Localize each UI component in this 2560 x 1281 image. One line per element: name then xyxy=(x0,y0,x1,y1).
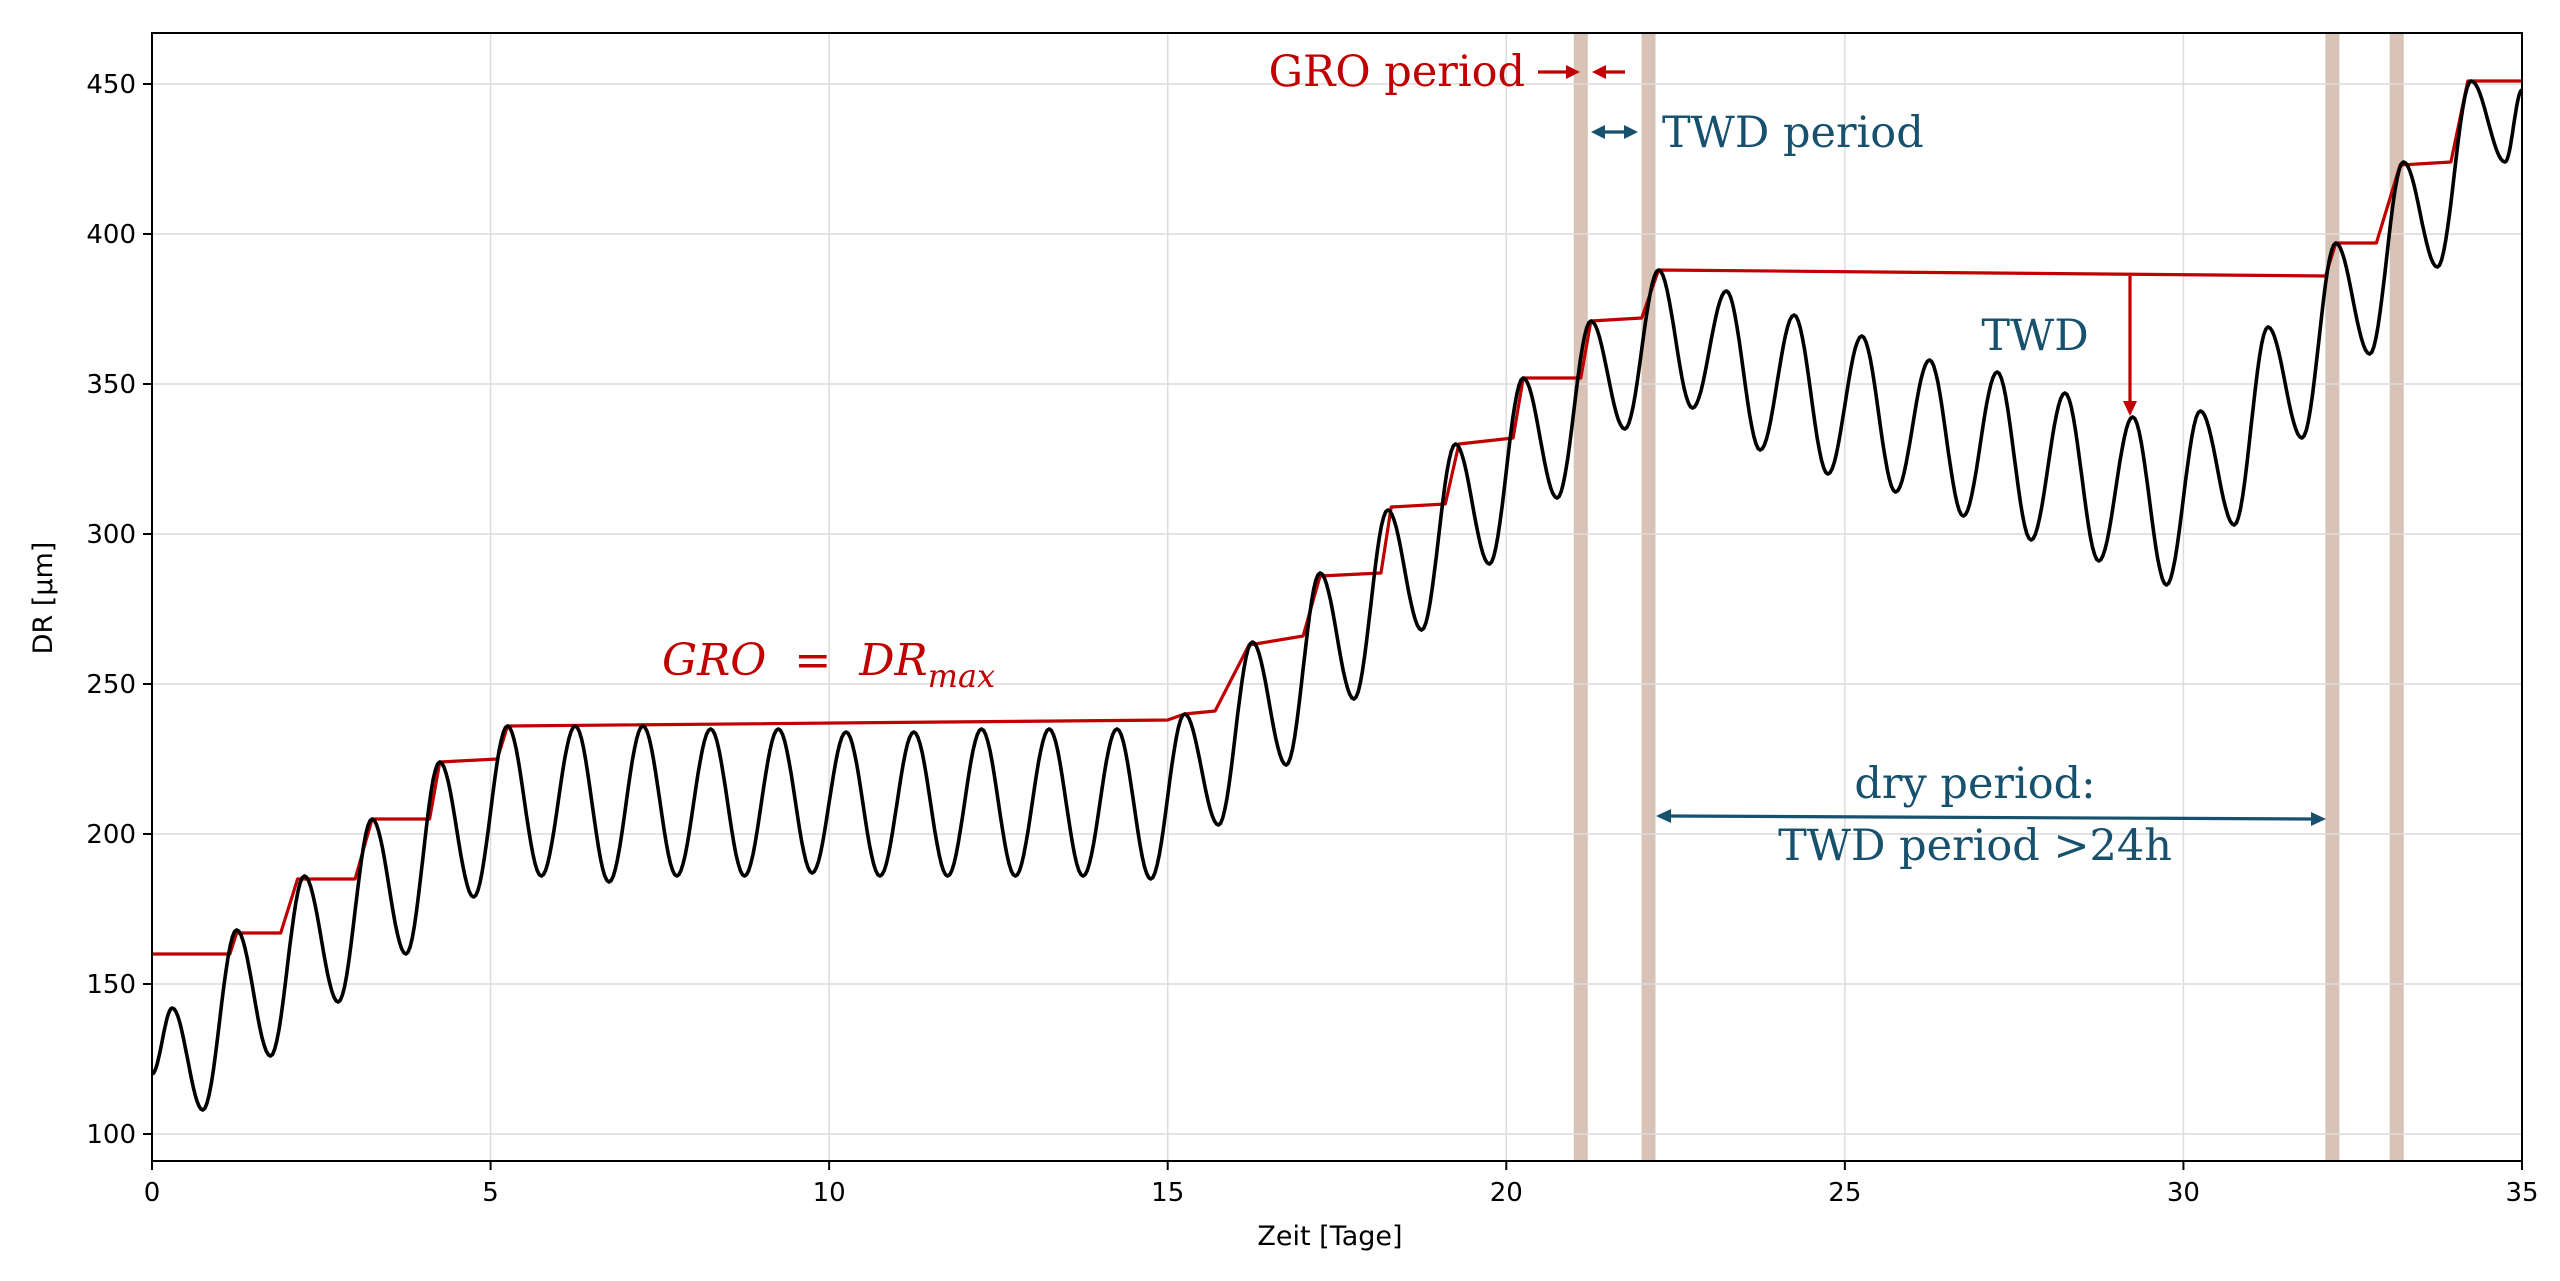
y-tick-label: 150 xyxy=(86,970,136,1000)
dr-series-line xyxy=(151,79,2523,1112)
twd-arrow xyxy=(2123,276,2137,416)
x-tick-label: 25 xyxy=(1828,1178,1861,1208)
gro-period-arrows xyxy=(1538,65,1625,79)
x-axis-ticks: 0 5 10 15 20 25 30 35 xyxy=(144,1161,2539,1208)
y-tick-label: 450 xyxy=(86,70,136,100)
x-axis-label: Zeit [Tage] xyxy=(1257,1221,1402,1252)
y-tick-label: 250 xyxy=(86,670,136,700)
dry-period-label-line2: TWD period >24h xyxy=(1778,821,2172,871)
y-tick-label: 300 xyxy=(86,520,136,550)
twd-period-label: TWD period xyxy=(1662,108,1924,158)
y-axis-label: DR [µm] xyxy=(28,542,59,655)
period-bands xyxy=(1573,33,2404,1161)
gro-formula-eq: = xyxy=(794,635,831,686)
x-tick-label: 20 xyxy=(1490,1178,1523,1208)
y-tick-label: 400 xyxy=(86,220,136,250)
period-band xyxy=(2325,33,2340,1161)
y-tick-label: 350 xyxy=(86,370,136,400)
x-tick-label: 30 xyxy=(2167,1178,2200,1208)
period-band xyxy=(2389,33,2404,1161)
dry-period-arrow xyxy=(1656,809,2326,826)
y-tick-label: 200 xyxy=(86,820,136,850)
axes-frame xyxy=(151,32,2523,1162)
twd-label: TWD xyxy=(1981,311,2088,361)
gro-formula-lhs: GRO xyxy=(662,635,766,686)
y-axis-ticks: 100 150 200 250 300 350 400 450 xyxy=(86,70,152,1150)
gro-period-label: GRO period xyxy=(1269,47,1525,97)
x-tick-label: 35 xyxy=(2505,1178,2538,1208)
gro-formula: GRO = DRmax xyxy=(662,635,995,695)
x-tick-label: 10 xyxy=(813,1178,846,1208)
period-band xyxy=(1641,33,1656,1161)
x-tick-label: 0 xyxy=(144,1178,161,1208)
x-tick-label: 5 xyxy=(482,1178,499,1208)
gro-formula-sub: max xyxy=(928,657,995,695)
gro-formula-dr: DR xyxy=(858,635,927,686)
twd-period-arrow xyxy=(1591,125,1638,139)
x-tick-label: 15 xyxy=(1151,1178,1184,1208)
period-band xyxy=(1573,33,1588,1161)
y-tick-label: 100 xyxy=(86,1120,136,1150)
dry-period-label-line1: dry period: xyxy=(1854,759,2095,809)
grid-lines xyxy=(151,33,2523,1161)
